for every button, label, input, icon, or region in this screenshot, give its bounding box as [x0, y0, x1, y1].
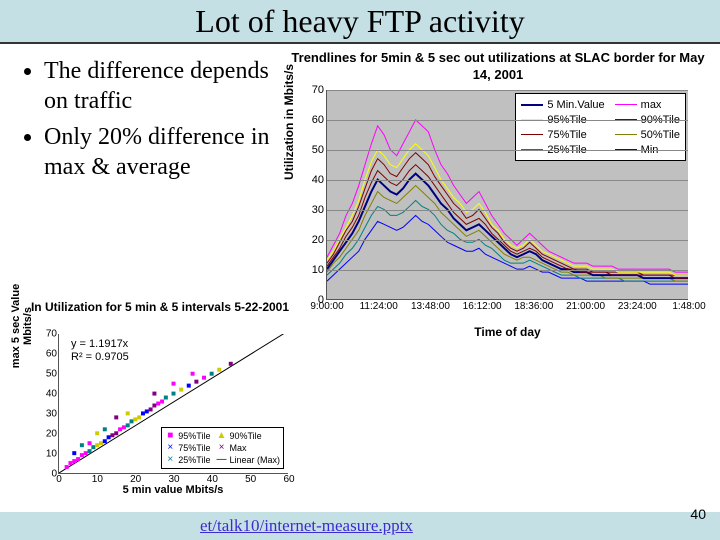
- scatter-chart: In Utilization for 5 min & 5 intervals 5…: [10, 300, 310, 500]
- chart-title: Trendlines for 5min & 5 sec out utilizat…: [284, 50, 712, 84]
- scatter-title: In Utilization for 5 min & 5 intervals 5…: [10, 300, 310, 314]
- content-row: The difference depends on traffic Only 2…: [0, 44, 720, 188]
- slide-title: Lot of heavy FTP activity: [0, 0, 720, 44]
- bullet-item: The difference depends on traffic: [44, 56, 284, 116]
- scatter-plot-region: y = 1.1917x R² = 0.9705 ■95%Tile×75%Tile…: [58, 334, 288, 474]
- bullet-list: The difference depends on traffic Only 2…: [24, 50, 284, 188]
- bullet-item: Only 20% difference in max & average: [44, 122, 284, 182]
- main-chart: Trendlines for 5min & 5 sec out utilizat…: [284, 50, 712, 188]
- page-number: 40: [690, 506, 706, 522]
- scatter-y-label: max 5 sec Value Mbits/s: [10, 266, 34, 386]
- x-axis-label: Time of day: [327, 325, 688, 339]
- scatter-legend: ■95%Tile×75%Tile×25%Tile▲90%Tile×Max—Lin…: [161, 427, 284, 469]
- footer-link[interactable]: et/talk10/internet-measure.pptx: [200, 516, 413, 536]
- scatter-x-label: 5 min value Mbits/s: [58, 484, 288, 496]
- y-axis-label: Utilization in Mbits/s: [282, 64, 296, 180]
- footer-bar: et/talk10/internet-measure.pptx: [0, 512, 720, 540]
- plot-region: 5 Min.Value95%Tile75%Tile25%Tile max90%T…: [326, 90, 688, 300]
